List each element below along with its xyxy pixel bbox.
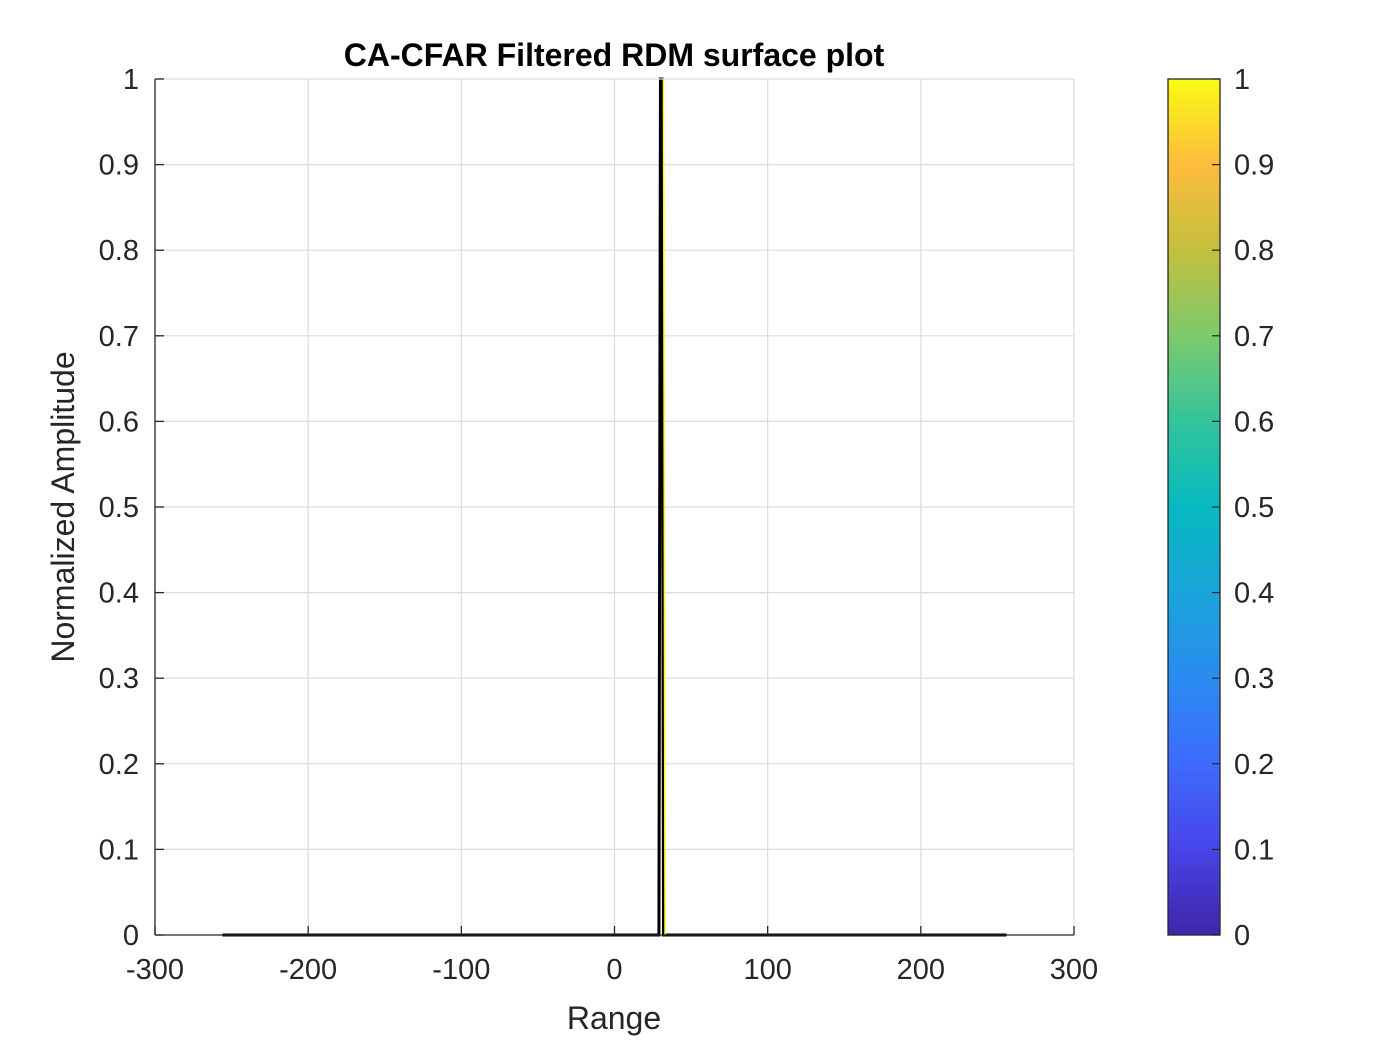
y-axis-label: Normalized Amplitude <box>45 351 81 662</box>
y-tick-label: 1 <box>123 64 139 96</box>
y-tick-label: 0.3 <box>99 663 139 695</box>
y-tick-label: 0.7 <box>99 321 139 353</box>
colorbar: 0 0.1 0.2 0.3 0.4 0.5 0.6 0.7 0.8 0.9 1 <box>1167 64 1274 952</box>
y-axis-ticks: 0 0.1 0.2 0.3 0.4 0.5 0.6 0.7 0.8 0.9 1 <box>99 64 164 952</box>
colorbar-tick-label: 0.6 <box>1234 406 1274 438</box>
colorbar-tick-label: 0 <box>1234 920 1250 952</box>
y-tick-label: 0.8 <box>99 235 139 267</box>
colorbar-tick-label: 1 <box>1234 64 1250 96</box>
x-tick-label: -100 <box>432 954 490 986</box>
grid-lines <box>155 79 1074 935</box>
y-tick-label: 0.5 <box>99 492 139 524</box>
y-tick-label: 0.6 <box>99 406 139 438</box>
y-tick-label: 0 <box>123 920 139 952</box>
y-tick-label: 0.4 <box>99 578 139 610</box>
x-tick-label: 300 <box>1050 954 1098 986</box>
x-axis-label: Range <box>567 1000 661 1036</box>
colorbar-tick-label: 0.9 <box>1234 150 1274 182</box>
x-tick-label: -200 <box>279 954 337 986</box>
chart-title: CA-CFAR Filtered RDM surface plot <box>344 37 885 73</box>
series-peak-edge <box>662 78 666 936</box>
y-tick-label: 0.1 <box>99 834 139 866</box>
x-axis-ticks: -300 -200 -100 0 100 200 300 <box>126 926 1098 986</box>
colorbar-tick-label: 0.7 <box>1234 321 1274 353</box>
colorbar-tick-label: 0.8 <box>1234 235 1274 267</box>
colorbar-tick-label: 0.3 <box>1234 663 1274 695</box>
x-tick-label: 0 <box>606 954 622 986</box>
y-tick-label: 0.2 <box>99 749 139 781</box>
colorbar-tick-label: 0.4 <box>1234 578 1274 610</box>
colorbar-tick-label: 0.5 <box>1234 492 1274 524</box>
y-tick-label: 0.9 <box>99 150 139 182</box>
x-tick-label: 200 <box>897 954 945 986</box>
colorbar-tick-label: 0.1 <box>1234 834 1274 866</box>
x-tick-label: 100 <box>743 954 791 986</box>
x-tick-label: -300 <box>126 954 184 986</box>
colorbar-tick-label: 0.2 <box>1234 749 1274 781</box>
